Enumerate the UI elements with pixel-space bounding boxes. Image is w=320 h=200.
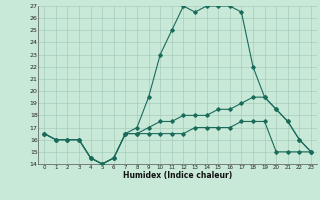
X-axis label: Humidex (Indice chaleur): Humidex (Indice chaleur) <box>123 171 232 180</box>
